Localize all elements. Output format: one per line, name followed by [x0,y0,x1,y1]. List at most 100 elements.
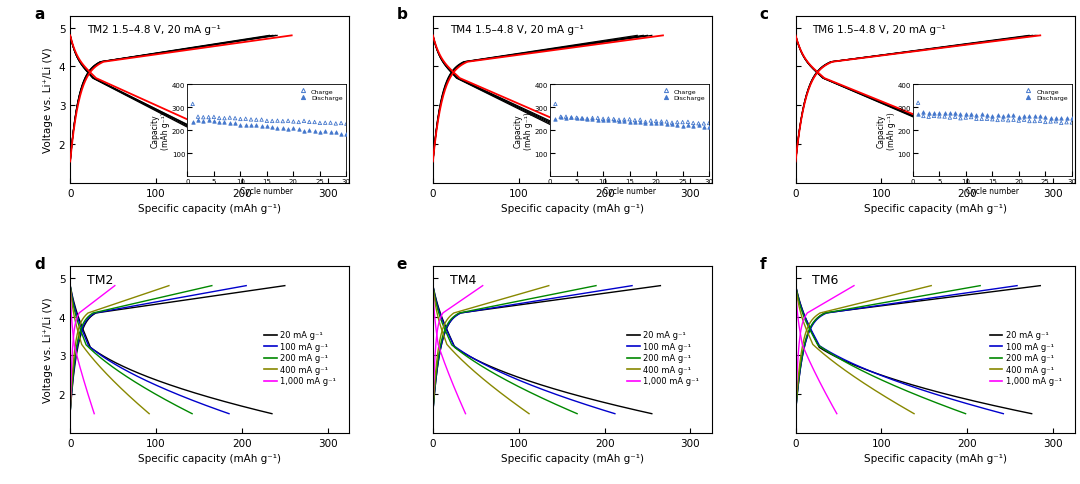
Line: 100 mA g⁻¹: 100 mA g⁻¹ [433,286,632,412]
100 mA g⁻¹ [929,295,942,301]
20 mA g⁻¹ [653,283,666,289]
20 mA g⁻¹ [868,304,881,310]
100 mA g⁻¹ [949,292,962,298]
1,000 mA g⁻¹ [789,409,802,415]
Line: 20 mA g⁻¹: 20 mA g⁻¹ [796,286,1040,412]
100 mA g⁻¹ [450,313,463,318]
200 mA g⁻¹ [491,303,504,309]
1,000 mA g⁻¹ [476,283,489,289]
Text: 1: 1 [946,164,953,173]
X-axis label: Specific capacity (mAh g⁻¹): Specific capacity (mAh g⁻¹) [138,454,281,464]
100 mA g⁻¹ [552,295,565,301]
100 mA g⁻¹ [191,292,204,298]
1,000 mA g⁻¹ [78,306,91,312]
Y-axis label: Voltage vs. Li⁺/Li (V): Voltage vs. Li⁺/Li (V) [43,297,53,403]
400 mA g⁻¹ [834,305,847,311]
100 mA g⁻¹ [64,409,77,415]
1,000 mA g⁻¹ [69,320,82,326]
Text: —: — [565,164,575,173]
Text: TM6 1.5–4.8 V, 20 mA g⁻¹: TM6 1.5–4.8 V, 20 mA g⁻¹ [812,25,946,35]
1,000 mA g⁻¹ [64,409,77,415]
1,000 mA g⁻¹ [432,320,445,326]
400 mA g⁻¹ [842,303,855,309]
100 mA g⁻¹ [1011,283,1024,289]
100 mA g⁻¹ [505,302,518,308]
100 mA g⁻¹ [175,295,188,301]
100 mA g⁻¹ [491,304,504,310]
1,000 mA g⁻¹ [108,283,121,289]
400 mA g⁻¹ [806,318,819,323]
200 mA g⁻¹ [153,295,166,301]
Line: 1,000 mA g⁻¹: 1,000 mA g⁻¹ [70,286,114,412]
1,000 mA g⁻¹ [96,293,109,299]
400 mA g⁻¹ [64,409,77,415]
Text: —: — [928,164,937,173]
400 mA g⁻¹ [924,283,937,289]
20 mA g⁻¹ [967,291,980,297]
400 mA g⁻¹ [511,292,524,298]
1,000 mA g⁻¹ [446,304,459,310]
Text: 5: 5 [550,164,555,173]
1,000 mA g⁻¹ [826,296,839,302]
20 mA g⁻¹ [569,295,582,301]
200 mA g⁻¹ [923,292,936,298]
Text: f: f [759,257,766,272]
20 mA g⁻¹ [90,310,103,316]
400 mA g⁻¹ [875,296,888,302]
20 mA g⁻¹ [819,310,832,316]
Line: 20 mA g⁻¹: 20 mA g⁻¹ [70,286,285,412]
Text: TM6: TM6 [812,273,839,287]
100 mA g⁻¹ [134,302,147,308]
20 mA g⁻¹ [966,292,978,298]
Line: 200 mA g⁻¹: 200 mA g⁻¹ [796,286,981,412]
100 mA g⁻¹ [570,292,583,298]
Text: b: b [396,7,407,22]
100 mA g⁻¹ [950,292,963,298]
20 mA g⁻¹ [789,409,802,415]
20 mA g⁻¹ [591,292,604,298]
200 mA g⁻¹ [974,283,987,289]
X-axis label: Specific capacity (mAh g⁻¹): Specific capacity (mAh g⁻¹) [501,454,644,464]
400 mA g⁻¹ [427,409,440,415]
200 mA g⁻¹ [64,409,77,415]
X-axis label: Specific capacity (mAh g⁻¹): Specific capacity (mAh g⁻¹) [864,204,1007,214]
Line: 100 mA g⁻¹: 100 mA g⁻¹ [70,286,246,412]
200 mA g⁻¹ [529,295,542,301]
1,000 mA g⁻¹ [92,296,105,302]
100 mA g⁻¹ [877,302,890,308]
1,000 mA g⁻¹ [832,292,845,298]
Text: c: c [759,7,768,22]
20 mA g⁻¹ [454,310,467,316]
20 mA g⁻¹ [64,409,77,415]
100 mA g⁻¹ [625,283,638,289]
1,000 mA g⁻¹ [458,296,471,302]
20 mA g⁻¹ [943,295,956,301]
20 mA g⁻¹ [427,409,440,415]
X-axis label: Specific capacity (mAh g⁻¹): Specific capacity (mAh g⁻¹) [501,204,644,214]
Y-axis label: Voltage vs. Li⁺/Li (V): Voltage vs. Li⁺/Li (V) [43,47,53,153]
200 mA g⁻¹ [590,283,603,289]
Text: 5: 5 [187,164,193,173]
400 mA g⁻¹ [542,283,555,289]
20 mA g⁻¹ [134,304,147,310]
Text: TM4: TM4 [449,273,476,287]
1,000 mA g⁻¹ [812,304,825,310]
1,000 mA g⁻¹ [427,409,440,415]
200 mA g⁻¹ [446,315,459,321]
1,000 mA g⁻¹ [848,283,861,289]
400 mA g⁻¹ [103,303,116,309]
1,000 mA g⁻¹ [96,292,109,298]
1,000 mA g⁻¹ [81,304,94,310]
200 mA g⁻¹ [166,292,179,298]
100 mA g⁻¹ [427,409,440,415]
100 mA g⁻¹ [861,304,874,310]
20 mA g⁻¹ [218,292,231,298]
200 mA g⁻¹ [120,303,133,309]
100 mA g⁻¹ [571,292,584,298]
Text: TM2 1.5–4.8 V, 20 mA g⁻¹: TM2 1.5–4.8 V, 20 mA g⁻¹ [86,25,220,35]
100 mA g⁻¹ [121,304,134,310]
Text: TM2: TM2 [86,273,113,287]
Text: 1: 1 [583,164,590,173]
200 mA g⁻¹ [544,292,557,298]
Line: 200 mA g⁻¹: 200 mA g⁻¹ [70,286,212,412]
